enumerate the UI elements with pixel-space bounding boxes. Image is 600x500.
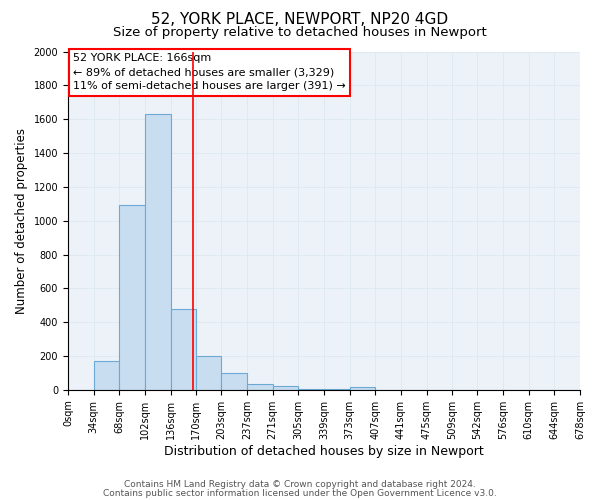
- Bar: [272, 386, 298, 390]
- Y-axis label: Number of detached properties: Number of detached properties: [15, 128, 28, 314]
- Bar: [145, 114, 170, 390]
- Bar: [247, 384, 272, 390]
- Text: Size of property relative to detached houses in Newport: Size of property relative to detached ho…: [113, 26, 487, 39]
- Bar: [94, 361, 119, 390]
- Bar: [170, 308, 196, 390]
- Text: 52, YORK PLACE, NEWPORT, NP20 4GD: 52, YORK PLACE, NEWPORT, NP20 4GD: [151, 12, 449, 28]
- Bar: [324, 389, 350, 390]
- Text: Contains public sector information licensed under the Open Government Licence v3: Contains public sector information licen…: [103, 488, 497, 498]
- Bar: [221, 373, 247, 390]
- Bar: [298, 389, 324, 390]
- Bar: [119, 206, 145, 390]
- Text: Contains HM Land Registry data © Crown copyright and database right 2024.: Contains HM Land Registry data © Crown c…: [124, 480, 476, 489]
- Text: 52 YORK PLACE: 166sqm
← 89% of detached houses are smaller (3,329)
11% of semi-d: 52 YORK PLACE: 166sqm ← 89% of detached …: [73, 53, 346, 91]
- X-axis label: Distribution of detached houses by size in Newport: Distribution of detached houses by size …: [164, 444, 484, 458]
- Bar: [196, 356, 221, 390]
- Bar: [350, 388, 376, 390]
